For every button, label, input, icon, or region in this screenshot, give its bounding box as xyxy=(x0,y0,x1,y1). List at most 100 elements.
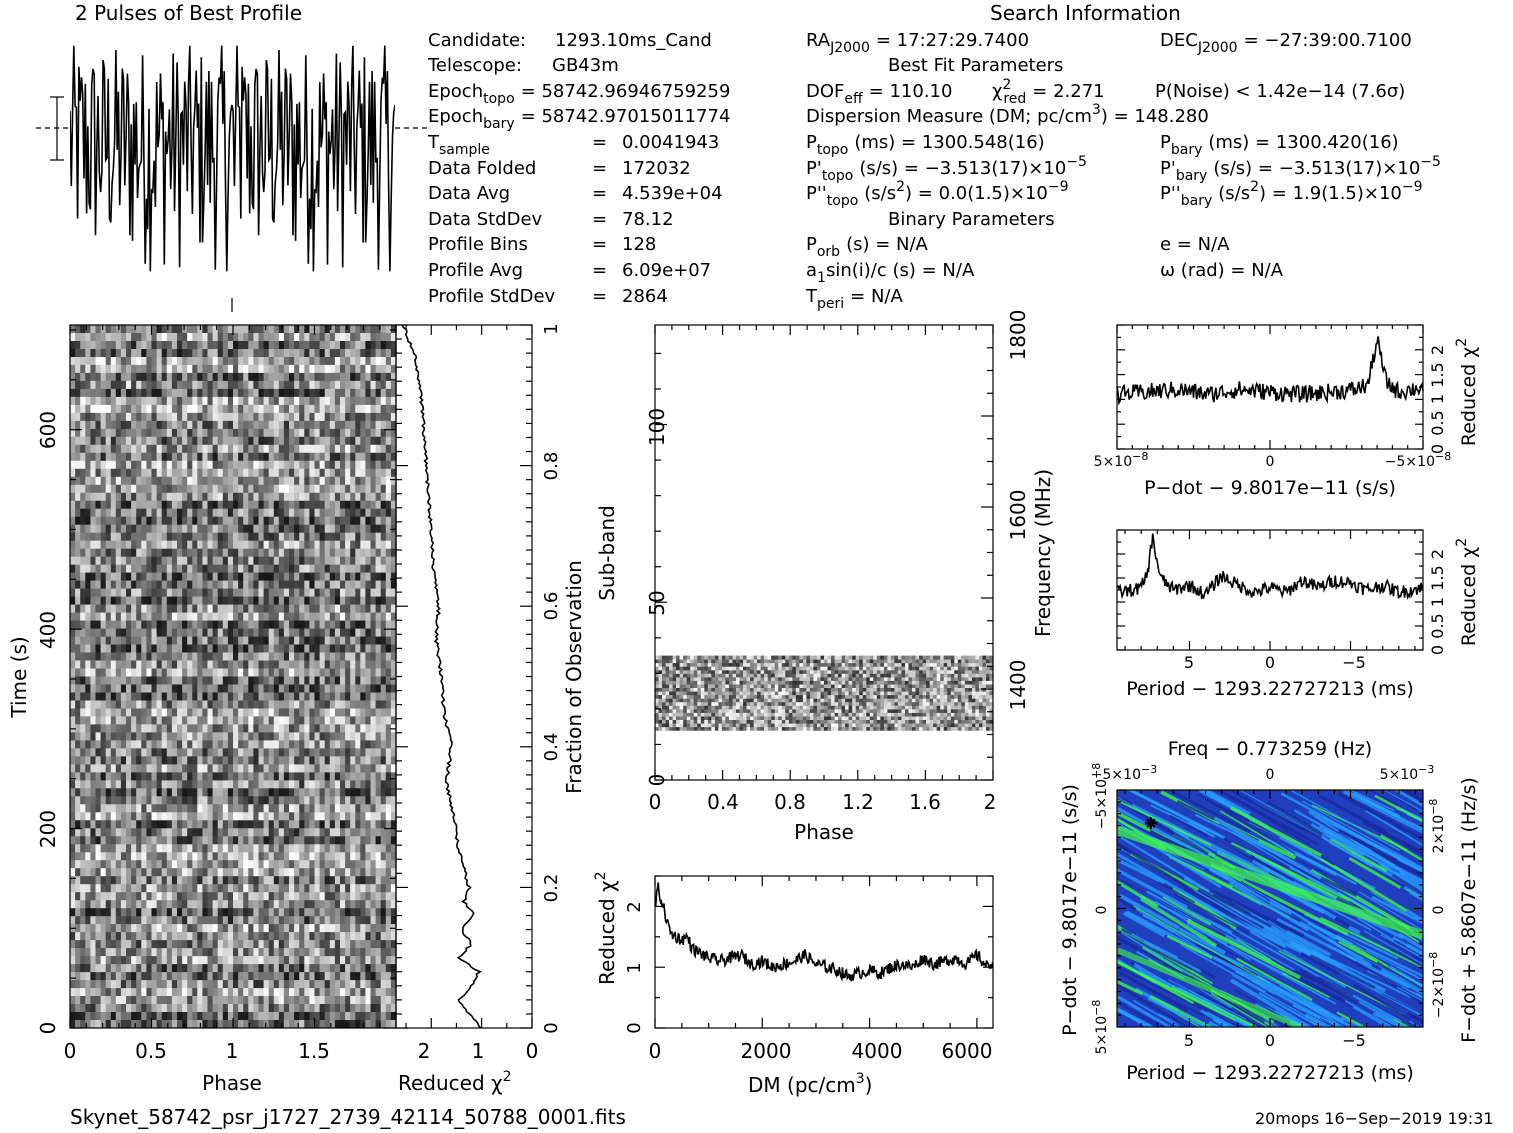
time-phase-cell xyxy=(120,580,127,590)
time-phase-cell xyxy=(136,604,142,614)
time-phase-cell xyxy=(85,500,91,510)
time-phase-cell xyxy=(161,924,168,933)
time-phase-cell xyxy=(233,612,239,622)
time-phase-cell xyxy=(299,436,305,446)
time-phase-cell xyxy=(115,524,122,534)
time-phase-cell xyxy=(248,724,254,733)
time-phase-cell xyxy=(171,884,178,893)
time-phase-cell xyxy=(197,357,203,366)
time-phase-cell xyxy=(146,460,153,470)
time-phase-cell xyxy=(202,508,209,518)
time-phase-cell xyxy=(166,900,173,909)
time-phase-cell xyxy=(70,404,76,414)
time-phase-cell xyxy=(177,716,183,725)
time-phase-cell xyxy=(294,668,300,677)
time-phase-cell xyxy=(105,708,112,717)
time-phase-cell xyxy=(329,748,336,757)
time-phase-cell xyxy=(120,668,127,677)
time-phase-cell xyxy=(238,908,244,917)
time-phase-cell xyxy=(375,436,382,446)
time-phase-cell xyxy=(345,468,351,478)
time-phase-cell xyxy=(258,764,265,773)
time-phase-cell xyxy=(161,357,168,366)
time-phase-cell xyxy=(131,524,137,534)
time-phase-cell xyxy=(70,548,76,558)
time-phase-cell xyxy=(360,932,366,941)
time-phase-cell xyxy=(365,484,372,494)
time-phase-cell xyxy=(324,900,331,909)
time-phase-cell xyxy=(233,349,239,358)
time-phase-cell xyxy=(248,357,254,366)
time-phase-cell xyxy=(115,428,122,438)
time-phase-cell xyxy=(329,708,336,717)
time-phase-cell xyxy=(329,564,336,574)
time-phase-cell xyxy=(166,836,173,845)
time-phase-cell xyxy=(151,884,158,893)
time-phase-cell xyxy=(329,684,336,693)
time-phase-cell xyxy=(80,357,86,366)
time-phase-cell xyxy=(202,404,209,414)
time-phase-cell xyxy=(385,812,392,821)
candidate-value: 1293.10ms_Cand xyxy=(555,30,712,51)
time-phase-cell xyxy=(136,708,142,717)
time-phase-cell xyxy=(217,812,224,821)
time-phase-cell xyxy=(238,796,244,805)
time-phase-cell xyxy=(340,748,346,757)
time-phase-cell xyxy=(268,820,275,829)
time-phase-cell xyxy=(365,660,372,669)
time-phase-cell xyxy=(380,476,387,486)
time-phase-cell xyxy=(380,916,387,925)
time-phase-cell xyxy=(248,684,254,693)
time-phase-cell xyxy=(238,516,244,526)
time-phase-cell xyxy=(90,940,97,949)
time-phase-cell xyxy=(105,756,112,765)
time-phase-cell xyxy=(95,372,102,382)
time-phase-cell xyxy=(319,868,326,877)
time-phase-cell xyxy=(156,724,163,733)
time-phase-cell xyxy=(340,724,346,733)
time-phase-cell xyxy=(151,516,158,526)
time-phase-cell xyxy=(304,333,310,342)
time-phase-cell xyxy=(278,404,285,414)
time-phase-cell xyxy=(156,588,163,598)
time-phase-cell xyxy=(273,564,280,574)
time-phase-cell xyxy=(100,388,107,398)
time-phase-cell xyxy=(309,828,316,837)
time-phase-cell xyxy=(212,604,219,614)
time-phase-cell xyxy=(131,684,137,693)
time-phase-cell xyxy=(161,804,168,813)
time-phase-cell xyxy=(192,684,198,693)
time-phase-cell xyxy=(283,364,290,374)
time-phase-cell xyxy=(319,748,326,757)
time-phase-cell xyxy=(314,756,321,765)
time-phase-cell xyxy=(289,844,295,853)
time-phase-cell xyxy=(187,676,193,685)
time-phase-cell xyxy=(355,620,361,630)
time-phase-cell xyxy=(258,492,265,502)
time-phase-cell xyxy=(273,556,280,566)
time-phase-cell xyxy=(329,796,336,805)
time-phase-cell xyxy=(289,492,295,502)
time-phase-cell xyxy=(182,924,188,933)
time-phase-cell xyxy=(131,548,137,558)
time-phase-cell xyxy=(385,372,392,382)
time-phase-cell xyxy=(365,396,372,406)
time-phase-cell xyxy=(141,452,147,462)
time-phase-cell xyxy=(207,812,214,821)
time-phase-cell xyxy=(156,636,163,646)
time-phase-cell xyxy=(182,420,188,430)
time-phase-cell xyxy=(319,804,326,813)
time-phase-cell xyxy=(278,508,285,518)
time-phase-cell xyxy=(187,588,193,598)
time-phase-cell xyxy=(314,524,321,534)
time-phase-cell xyxy=(299,349,305,358)
time-phase-cell xyxy=(120,836,127,845)
time-phase-cell xyxy=(375,740,382,749)
time-phase-cell xyxy=(217,604,224,614)
time-phase-cell xyxy=(319,333,326,342)
time-phase-cell xyxy=(75,341,81,350)
time-phase-cell xyxy=(166,476,173,486)
time-phase-cell xyxy=(334,588,341,598)
time-phase-cell xyxy=(360,333,366,342)
time-phase-cell xyxy=(294,772,300,781)
